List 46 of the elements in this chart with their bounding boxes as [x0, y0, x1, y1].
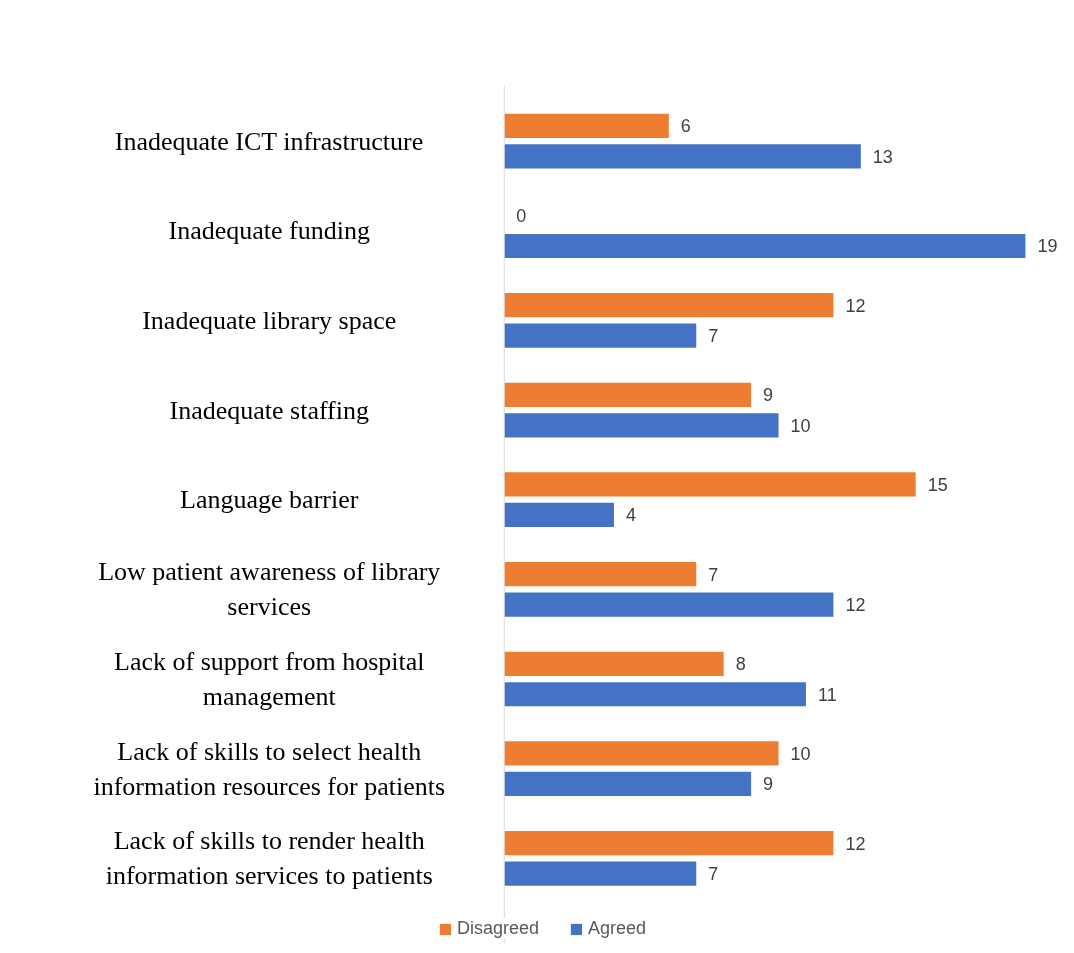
bar	[504, 830, 834, 856]
y-tick-label: Inadequate funding	[168, 216, 370, 246]
bar	[504, 861, 697, 886]
data-label: 19	[1037, 236, 1058, 257]
data-label: 4	[625, 505, 636, 526]
bar	[504, 562, 697, 587]
y-tick-label: Inadequate staffing	[169, 395, 370, 425]
bar	[504, 113, 669, 138]
y-tick-label: Lack of skills to render health information services to patients	[105, 826, 433, 891]
data-label: 6	[680, 116, 691, 137]
bar	[504, 472, 916, 497]
y-tick-label: Lack of skills to select health information resources for patients	[93, 736, 446, 801]
y-tick-label: Low patient awareness of library services	[98, 557, 441, 622]
data-label: 12	[845, 295, 866, 316]
legend-label: Disagreed	[456, 918, 539, 939]
data-label: 7	[708, 864, 719, 885]
data-label: 12	[845, 595, 866, 616]
data-label: 13	[872, 146, 893, 167]
bar	[504, 771, 752, 797]
data-label: 10	[790, 415, 811, 436]
bar	[504, 413, 779, 438]
bar	[504, 293, 834, 318]
data-label: 12	[845, 833, 866, 854]
y-tick-label: Inadequate library space	[142, 305, 397, 335]
data-label: 0	[516, 206, 527, 226]
data-label: 11	[817, 684, 837, 705]
data-label: 7	[708, 326, 719, 347]
y-tick-label: Lack of support from hospital management	[114, 647, 425, 711]
bar	[504, 502, 614, 528]
data-label: 10	[790, 743, 811, 764]
legend-label: Agreed	[588, 918, 647, 939]
bar	[504, 382, 752, 407]
bar	[504, 592, 834, 617]
data-label: 9	[763, 385, 774, 406]
data-label: 15	[927, 474, 948, 495]
y-tick-label: Language barrier	[180, 485, 359, 515]
bar	[504, 233, 1026, 259]
bar	[504, 144, 861, 169]
data-label: 9	[763, 774, 774, 795]
bar	[504, 323, 697, 348]
bar	[504, 651, 724, 676]
bar	[504, 741, 779, 766]
y-tick-label: Inadequate ICT infrastructure	[114, 126, 424, 156]
data-label: 8	[735, 654, 746, 675]
data-label: 7	[708, 564, 719, 585]
bar	[504, 682, 806, 707]
